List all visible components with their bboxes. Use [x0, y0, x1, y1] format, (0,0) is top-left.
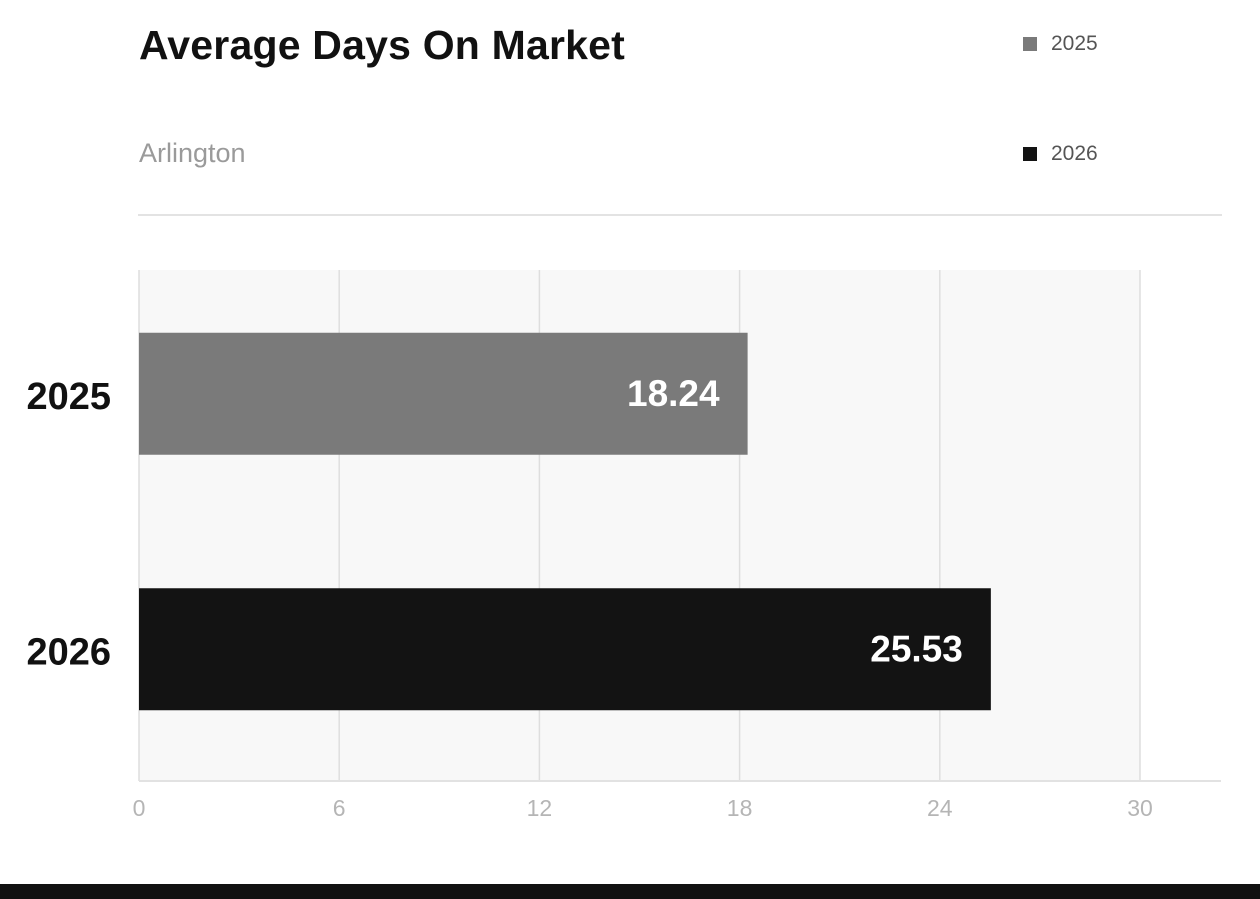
- x-tick-label: 6: [333, 795, 346, 821]
- bar-value-label: 18.24: [627, 373, 720, 414]
- x-tick-label: 18: [727, 795, 753, 821]
- legend-label-2025: 2025: [1051, 32, 1098, 55]
- legend-item-2026[interactable]: 2026: [1023, 142, 1098, 165]
- bar-2025: [139, 332, 748, 455]
- x-tick-label: 0: [133, 795, 146, 821]
- legend-swatch-2026: [1023, 147, 1037, 161]
- y-category-label: 2025: [26, 376, 111, 418]
- x-tick-label: 30: [1127, 795, 1153, 821]
- x-tick-label: 12: [527, 795, 553, 821]
- x-tick-label: 24: [927, 795, 953, 821]
- legend-swatch-2025: [1023, 37, 1037, 51]
- bar-value-label: 25.53: [870, 628, 963, 669]
- chart-title: Average Days On Market: [139, 22, 625, 68]
- legend-item-2025[interactable]: 2025: [1023, 32, 1098, 55]
- chart-subtitle: Arlington: [139, 138, 246, 168]
- legend-label-2026: 2026: [1051, 142, 1098, 165]
- y-category-label: 2026: [26, 631, 111, 673]
- footer-bar: [0, 884, 1260, 899]
- header-divider: [138, 214, 1222, 216]
- bar-2026: [139, 588, 991, 711]
